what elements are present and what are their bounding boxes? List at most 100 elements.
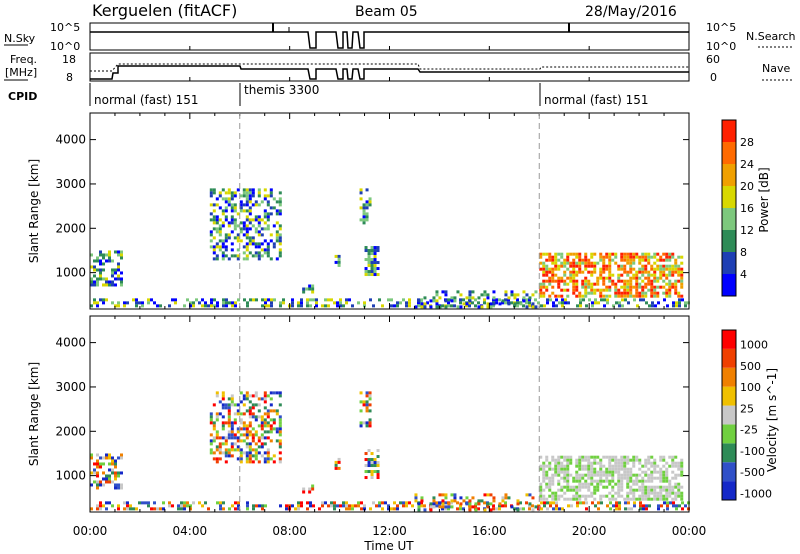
range-cell <box>672 304 675 308</box>
range-cell <box>99 462 102 466</box>
range-cell <box>251 406 255 410</box>
range-cell <box>557 470 561 474</box>
range-cell <box>492 499 496 503</box>
range-cell <box>557 285 561 289</box>
range-cell <box>632 285 636 289</box>
range-cell <box>333 301 336 305</box>
range-cell <box>234 507 237 511</box>
range-cell <box>368 200 372 204</box>
range-cell <box>444 496 448 500</box>
range-cell <box>623 258 627 262</box>
range-cell <box>644 294 648 298</box>
range-cell <box>590 264 594 268</box>
range-cell <box>212 451 216 455</box>
colorbar-swatch <box>722 208 736 230</box>
range-cell <box>626 467 630 471</box>
range-cell <box>575 464 579 468</box>
range-cell <box>180 504 183 508</box>
range-cell <box>260 242 264 246</box>
range-cell <box>671 458 675 462</box>
range-cell <box>245 427 249 431</box>
range-cell <box>681 298 684 302</box>
range-cell <box>581 482 585 486</box>
range-cell <box>507 296 511 300</box>
range-cell <box>632 488 636 492</box>
range-cell <box>638 291 642 295</box>
range-cell <box>659 497 663 501</box>
range-cell <box>572 282 576 286</box>
range-cell <box>330 501 333 505</box>
range-cell <box>215 418 219 422</box>
range-cell <box>624 298 627 302</box>
range-cell <box>531 293 535 297</box>
range-cell <box>201 504 204 508</box>
range-cell <box>680 279 684 283</box>
range-cell <box>647 273 651 277</box>
range-cell <box>195 298 198 302</box>
range-cell <box>245 248 249 252</box>
range-cell <box>563 455 567 459</box>
range-cell <box>641 482 645 486</box>
range-cell <box>267 298 270 302</box>
range-cell <box>257 257 261 261</box>
range-cell <box>587 458 591 462</box>
range-cell <box>224 436 228 440</box>
range-cell <box>539 467 543 471</box>
range-cell <box>254 242 258 246</box>
range-cell <box>665 473 669 477</box>
range-cell <box>566 258 570 262</box>
range-cell <box>260 433 264 437</box>
range-cell <box>498 504 501 508</box>
range-cell <box>665 291 669 295</box>
range-cell <box>183 507 186 511</box>
range-cell <box>644 494 648 498</box>
range-cell <box>590 482 594 486</box>
range-cell <box>260 418 264 422</box>
range-cell <box>519 507 522 511</box>
range-cell <box>339 298 342 302</box>
range-cell <box>365 212 369 216</box>
range-cell <box>584 258 588 262</box>
range-cell <box>269 239 273 243</box>
range-cell <box>342 304 345 308</box>
range-cell <box>368 394 372 398</box>
range-cell <box>504 493 508 497</box>
range-cell <box>438 493 442 497</box>
range-cell <box>578 464 582 468</box>
range-cell <box>263 188 267 192</box>
freq-label-2: [MHz] <box>5 66 37 79</box>
range-cell <box>254 251 258 255</box>
range-cell <box>264 301 267 305</box>
range-cell <box>575 285 579 289</box>
range-cell <box>230 442 234 446</box>
range-cell <box>266 412 270 416</box>
range-cell <box>638 255 642 259</box>
range-cell <box>459 298 462 302</box>
range-cell <box>584 467 588 471</box>
range-cell <box>234 501 237 505</box>
range-cell <box>545 455 549 459</box>
range-cell <box>606 504 609 508</box>
range-cell <box>545 288 549 292</box>
range-cell <box>584 473 588 477</box>
range-cell <box>477 296 481 300</box>
range-cell <box>248 409 252 413</box>
range-cell <box>234 304 237 308</box>
range-cell <box>578 261 582 265</box>
range-cell <box>623 285 627 289</box>
range-cell <box>671 267 675 271</box>
range-cell <box>221 242 225 246</box>
range-cell <box>227 221 231 225</box>
range-cell <box>269 457 273 461</box>
range-cell <box>584 267 588 271</box>
range-cell <box>680 473 684 477</box>
range-cell <box>209 433 213 437</box>
range-cell <box>373 267 377 271</box>
range-cell <box>420 302 424 306</box>
range-cell <box>260 424 264 428</box>
colorbar-swatch <box>722 230 736 252</box>
range-cell <box>551 491 555 495</box>
range-cell <box>218 442 222 446</box>
